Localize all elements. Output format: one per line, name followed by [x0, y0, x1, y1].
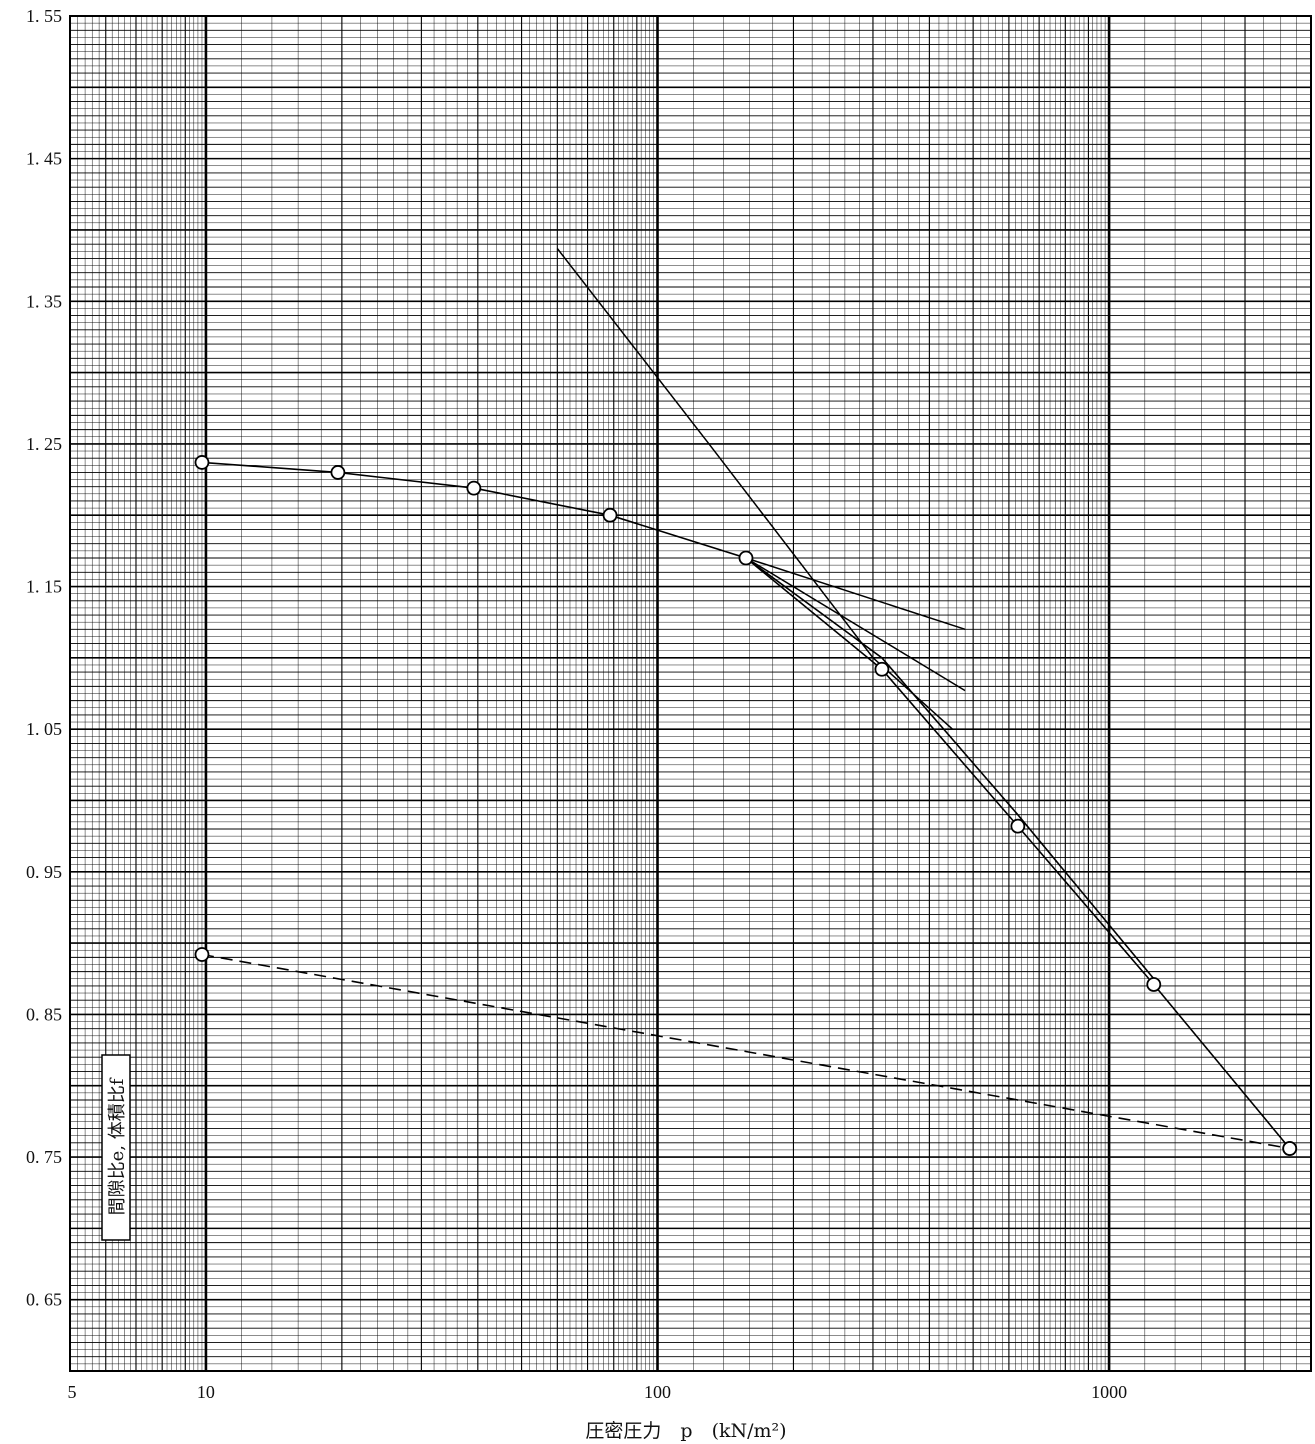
data-point-marker [738, 550, 754, 566]
x-tick-label: 5 [68, 1382, 77, 1402]
data-point-marker [466, 480, 482, 496]
y-tick-label: 1. 55 [26, 6, 62, 26]
data-point-marker [1010, 818, 1026, 834]
construction-line [745, 557, 966, 631]
y-tick-label: 1. 15 [26, 577, 62, 597]
data-point-marker [194, 455, 210, 470]
y-axis-label-box: 間隙比e, 体積比f [101, 1054, 131, 1241]
series-line [745, 557, 1155, 980]
y-axis-tick-labels: 1. 55 1. 45 1. 35 1. 25 1. 15 1. 05 0. 95 0. 85… [26, 6, 62, 1310]
minor-grid [70, 16, 1312, 1371]
x-axis-tick-labels: 5 10 100 1000 [68, 1382, 1128, 1402]
data-point-marker [602, 507, 618, 523]
data-point-marker [330, 465, 346, 480]
x-tick-label: 1000 [1091, 1382, 1127, 1402]
major-grid [69, 15, 1311, 1372]
y-tick-label: 0. 65 [26, 1290, 62, 1310]
data-point-marker [1146, 977, 1162, 992]
construction-line [745, 557, 966, 692]
y-tick-label: 1. 05 [26, 719, 62, 739]
data-point-marker [1282, 1141, 1298, 1156]
y-tick-label: 0. 75 [26, 1147, 62, 1167]
y-tick-label: 1. 35 [26, 291, 62, 311]
y-tick-label: 1. 25 [26, 434, 62, 454]
y-axis-label: 間隙比e, 体積比f [107, 1077, 128, 1215]
y-tick-label: 1. 45 [26, 149, 62, 169]
data-series [194, 455, 1298, 1156]
series-line [201, 953, 1290, 1150]
x-tick-label: 10 [197, 1382, 215, 1402]
data-point-marker [874, 661, 890, 677]
x-tick-label: 100 [644, 1382, 671, 1402]
y-tick-label: 0. 95 [26, 862, 62, 882]
plot-frame [69, 15, 1312, 1372]
x-axis-label: 圧密圧力 p (kN/m²) [585, 1420, 786, 1442]
y-tick-label: 0. 85 [26, 1004, 62, 1024]
data-point-marker [194, 947, 210, 962]
